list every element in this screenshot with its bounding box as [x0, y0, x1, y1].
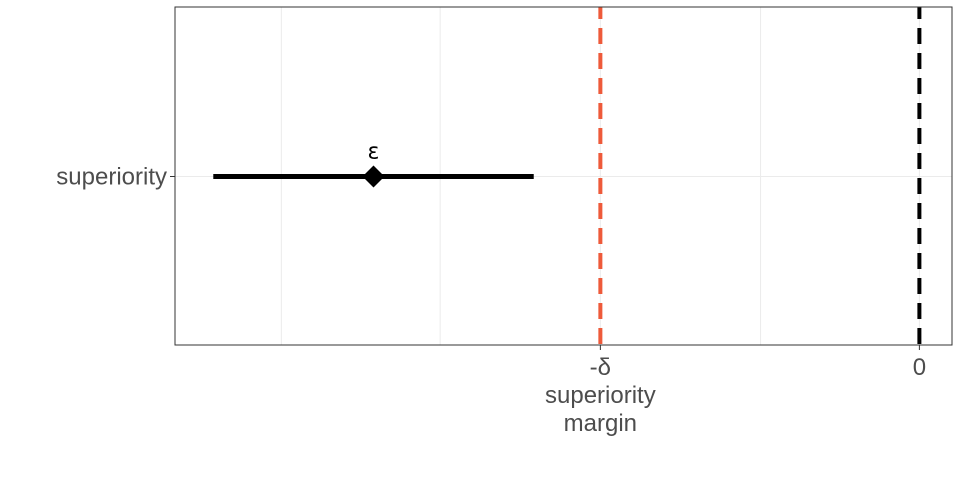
point-estimate-label: ε — [368, 140, 380, 165]
data-marks: ε — [213, 140, 534, 188]
x-tick-label: 0 — [913, 354, 926, 381]
x-tick-label: -δ — [590, 354, 611, 381]
x-tick-sublabel: margin — [564, 410, 637, 437]
x-tick-sublabel: superiority — [545, 382, 656, 409]
point-estimate-diamond — [362, 165, 385, 188]
y-tick-label: superiority — [56, 164, 167, 191]
reference-lines — [598, 7, 922, 345]
